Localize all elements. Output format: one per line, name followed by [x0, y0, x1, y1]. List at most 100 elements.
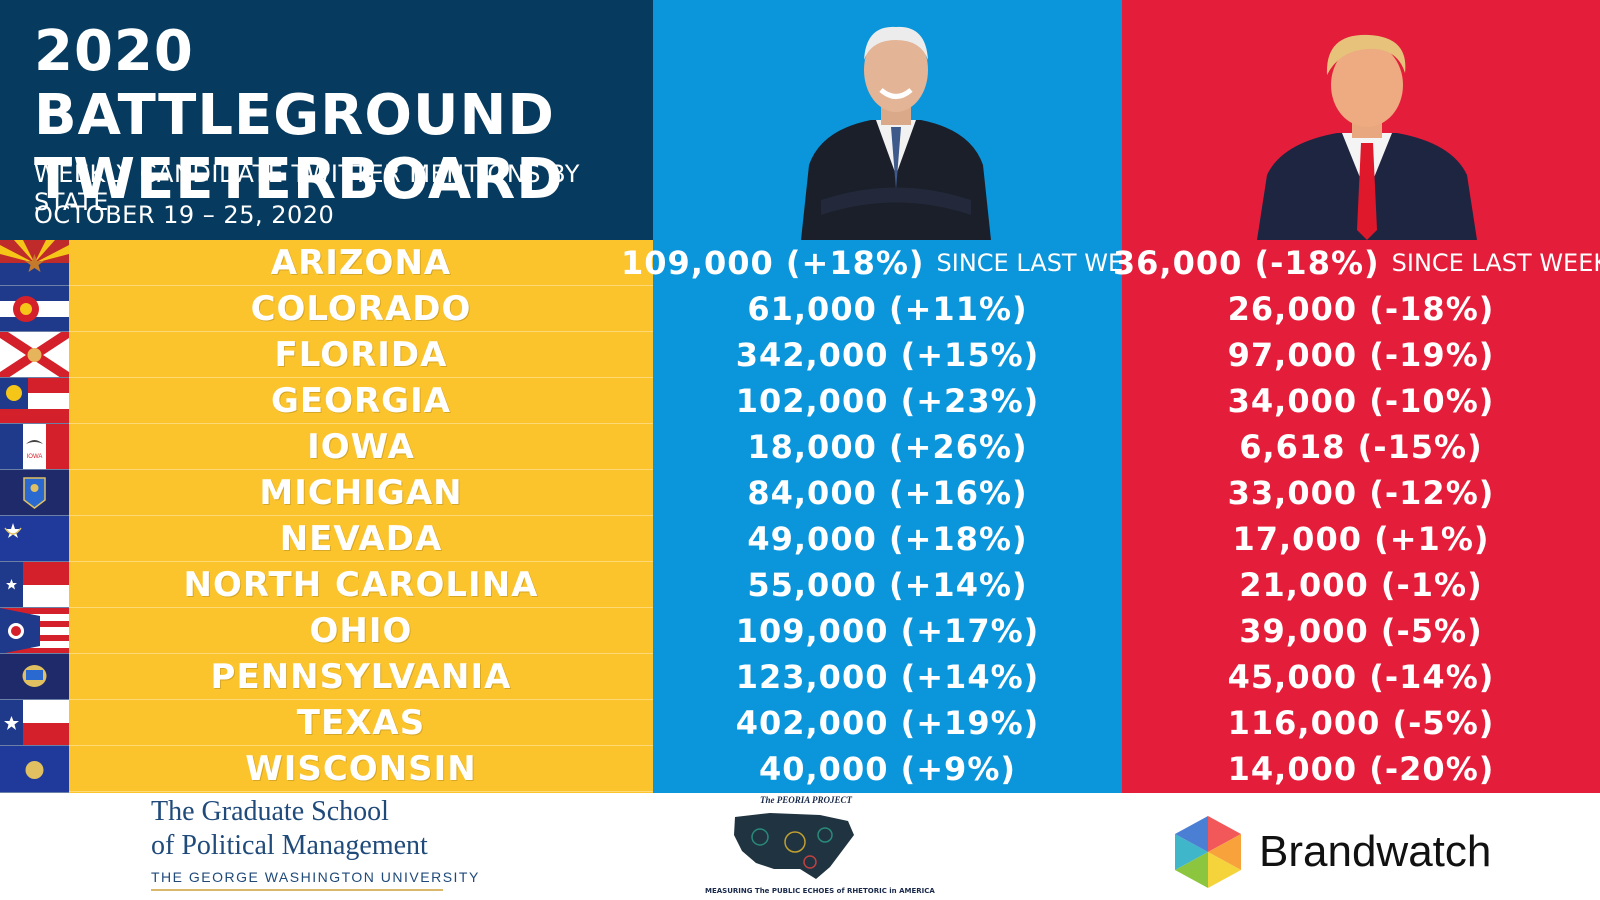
state-row: GEORGIA — [69, 378, 653, 424]
peoria-project-logo: The PEORIA PROJECT MEASURING The PUBLIC … — [660, 795, 935, 900]
trump-column: 36,000 (-18%) SINCE LAST WEEK 26,000 (-18%… — [1113, 240, 1600, 793]
state-row: ARIZONA — [69, 240, 653, 286]
florida-flag-icon — [0, 332, 69, 378]
state-row: OHIO — [69, 608, 653, 654]
state-name: NORTH CAROLINA — [183, 564, 539, 605]
state-name: OHIO — [309, 610, 413, 651]
flags-column: IOWA — [0, 240, 69, 793]
texas-flag-icon — [0, 700, 69, 746]
peoria-tagline: MEASURING The PUBLIC ECHOES of RHETORIC … — [705, 887, 935, 895]
ohio-flag-icon — [0, 608, 69, 654]
state-name: IOWA — [307, 426, 415, 467]
page-subtitle: WEEKLY CANDIDATE TWITTER MENTIONS BY STA… — [34, 160, 580, 216]
trump-row: 14,000 (-20%) — [1122, 746, 1600, 792]
biden-mentions: 40,000 (+9%) — [758, 750, 1016, 788]
biden-mentions: 109,000 (+17%) — [735, 612, 1040, 650]
trump-mentions: 45,000 (-14%) — [1227, 658, 1495, 696]
state-name: FLORIDA — [274, 334, 448, 375]
trump-mentions: 17,000 (+1%) — [1232, 520, 1490, 558]
biden-row: 40,000 (+9%) — [653, 746, 1122, 792]
state-name: PENNSYLVANIA — [210, 656, 512, 697]
biden-row: 402,000 (+19%) — [653, 700, 1122, 746]
brandwatch-hexagon-icon — [1175, 816, 1241, 888]
page-title: 2020 BATTLEGROUND TWEETERBOARD — [34, 20, 644, 212]
peoria-title: The PEORIA PROJECT — [760, 795, 853, 805]
biden-row: 102,000 (+23%) — [653, 378, 1122, 424]
arizona-flag-icon — [0, 240, 69, 286]
state-row: FLORIDA — [69, 332, 653, 378]
trump-row: 34,000 (-10%) — [1122, 378, 1600, 424]
biden-row: 61,000 (+11%) — [653, 286, 1122, 332]
colorado-flag-icon — [0, 286, 69, 332]
trump-since-last-week: SINCE LAST WEEK — [1391, 249, 1600, 277]
biden-mentions: 18,000 (+26%) — [747, 428, 1028, 466]
state-row: WISCONSIN — [69, 746, 653, 792]
date-range: OCTOBER 19 – 25, 2020 — [34, 201, 335, 229]
state-row: PENNSYLVANIA — [69, 654, 653, 700]
trump-row: 36,000 (-18%) SINCE LAST WEEK — [1113, 240, 1600, 286]
svg-text:IOWA: IOWA — [27, 454, 43, 460]
trump-mentions: 116,000 (-5%) — [1227, 704, 1495, 742]
states-column: ARIZONA COLORADO FLORIDA GEORGIA IOWA MICHIGA… — [69, 240, 653, 793]
trump-portrait — [1257, 34, 1477, 240]
biden-mentions: 102,000 (+23%) — [735, 382, 1040, 420]
biden-row: 123,000 (+14%) — [653, 654, 1122, 700]
trump-row: 17,000 (+1%) — [1122, 516, 1600, 562]
state-name: WISCONSIN — [245, 748, 477, 789]
state-name: MICHIGAN — [259, 472, 463, 513]
trump-mentions: 21,000 (-1%) — [1239, 566, 1483, 604]
trump-header — [1122, 0, 1600, 240]
state-name: COLORADO — [250, 288, 472, 329]
biden-since-last-week: SINCE LAST WEEK — [936, 249, 1155, 277]
biden-mentions: 49,000 (+18%) — [747, 520, 1028, 558]
state-name: TEXAS — [296, 702, 426, 743]
header-panel: 2020 BATTLEGROUND TWEETERBOARD WEEKLY CA… — [0, 0, 653, 240]
state-row: IOWA — [69, 424, 653, 470]
brandwatch-logo: Brandwatch — [1175, 816, 1491, 888]
trump-mentions: 97,000 (-19%) — [1227, 336, 1495, 374]
gsp-rule — [151, 889, 443, 891]
biden-row: 18,000 (+26%) — [653, 424, 1122, 470]
biden-mentions: 123,000 (+14%) — [735, 658, 1040, 696]
state-row: MICHIGAN — [69, 470, 653, 516]
trump-row: 21,000 (-1%) — [1122, 562, 1600, 608]
trump-mentions: 26,000 (-18%) — [1227, 290, 1495, 328]
north-carolina-flag-icon — [0, 562, 69, 608]
state-row: NORTH CAROLINA — [69, 562, 653, 608]
biden-row: 342,000 (+15%) — [653, 332, 1122, 378]
biden-portrait — [801, 26, 991, 240]
gsp-logo: The Graduate School of Political Managem… — [151, 795, 480, 891]
trump-mentions: 14,000 (-20%) — [1227, 750, 1495, 788]
trump-row: 45,000 (-14%) — [1122, 654, 1600, 700]
michigan-flag-icon — [0, 470, 69, 516]
title-line-2: TWEETERBOARD — [34, 147, 564, 212]
pennsylvania-flag-icon — [0, 654, 69, 700]
trump-mentions: 6,618 (-15%) — [1239, 428, 1483, 466]
biden-header — [653, 0, 1122, 240]
biden-row: 49,000 (+18%) — [653, 516, 1122, 562]
biden-mentions: 342,000 (+15%) — [735, 336, 1040, 374]
footer: The Graduate School of Political Managem… — [0, 793, 1600, 900]
biden-column: 109,000 (+18%) SINCE LAST WEEK 61,000 (+11… — [621, 240, 1154, 793]
trump-mentions: 36,000 (-18%) — [1112, 244, 1380, 282]
trump-row: 97,000 (-19%) — [1122, 332, 1600, 378]
nevada-flag-icon — [0, 516, 69, 562]
state-row: NEVADA — [69, 516, 653, 562]
biden-mentions: 55,000 (+14%) — [747, 566, 1028, 604]
state-name: ARIZONA — [270, 242, 452, 283]
biden-row: 109,000 (+18%) SINCE LAST WEEK — [621, 240, 1154, 286]
trump-row: 26,000 (-18%) — [1122, 286, 1600, 332]
iowa-flag-icon: IOWA — [0, 424, 69, 470]
biden-row: 84,000 (+16%) — [653, 470, 1122, 516]
trump-row: 116,000 (-5%) — [1122, 700, 1600, 746]
biden-mentions: 61,000 (+11%) — [747, 290, 1028, 328]
gsp-line-1: The Graduate School — [151, 796, 389, 827]
trump-mentions: 39,000 (-5%) — [1239, 612, 1483, 650]
title-line-1: 2020 BATTLEGROUND — [34, 19, 555, 148]
gsp-line-2: of Political Management — [151, 830, 428, 861]
trump-row: 33,000 (-12%) — [1122, 470, 1600, 516]
biden-row: 109,000 (+17%) — [653, 608, 1122, 654]
trump-mentions: 33,000 (-12%) — [1227, 474, 1495, 512]
biden-mentions: 109,000 (+18%) — [620, 244, 925, 282]
trump-mentions: 34,000 (-10%) — [1227, 382, 1495, 420]
